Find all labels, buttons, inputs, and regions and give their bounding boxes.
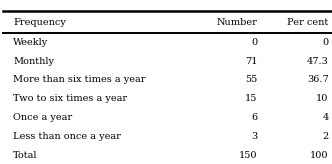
Text: 71: 71 [245,57,257,66]
Text: 0: 0 [323,38,329,47]
Text: 0: 0 [251,38,257,47]
Text: Less than once a year: Less than once a year [13,132,121,141]
Text: 3: 3 [251,132,257,141]
Text: 100: 100 [310,151,329,160]
Text: Per cent: Per cent [288,18,329,27]
Text: More than six times a year: More than six times a year [13,75,146,84]
Text: Frequency: Frequency [13,18,66,27]
Text: 10: 10 [316,94,329,103]
Text: 2: 2 [322,132,329,141]
Text: Total: Total [13,151,38,160]
Text: Once a year: Once a year [13,113,72,122]
Text: 4: 4 [322,113,329,122]
Text: Monthly: Monthly [13,57,54,66]
Text: 6: 6 [251,113,257,122]
Text: 15: 15 [245,94,257,103]
Text: 36.7: 36.7 [307,75,329,84]
Text: Two to six times a year: Two to six times a year [13,94,127,103]
Text: Weekly: Weekly [13,38,48,47]
Text: 55: 55 [245,75,257,84]
Text: 47.3: 47.3 [307,57,329,66]
Text: Number: Number [216,18,257,27]
Text: 150: 150 [239,151,257,160]
